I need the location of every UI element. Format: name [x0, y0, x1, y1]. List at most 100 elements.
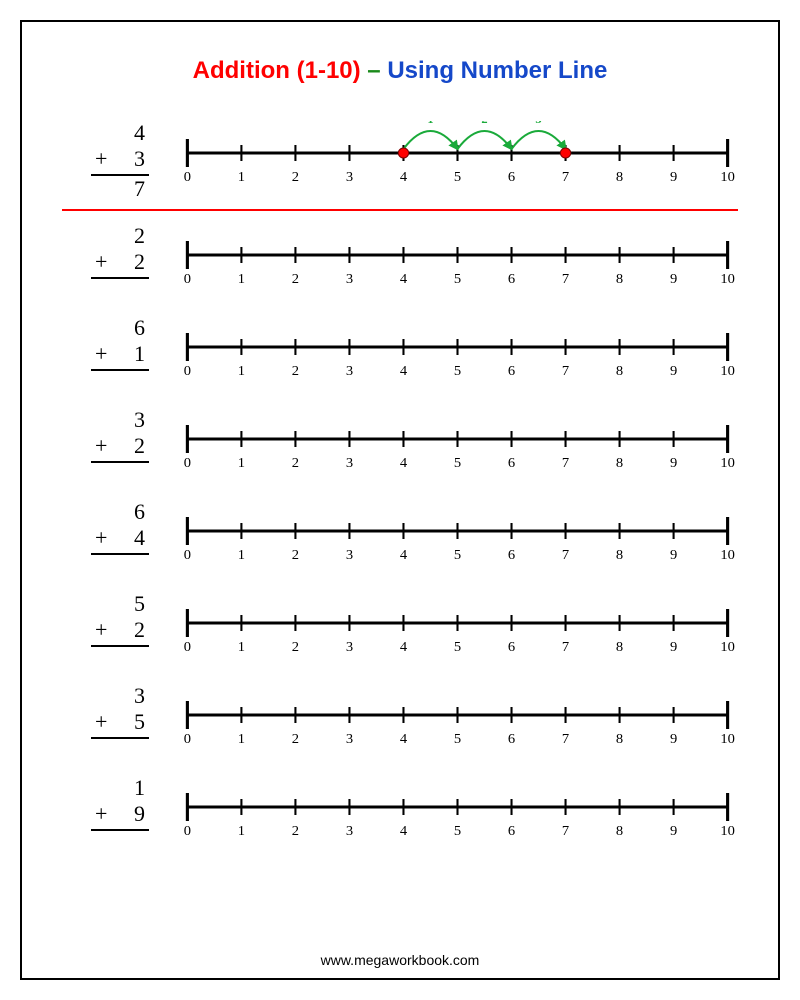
tick-label: 5	[454, 271, 461, 287]
tick-label: 0	[184, 731, 191, 747]
tick-label: 6	[508, 731, 515, 747]
problem-operand-b: 9	[134, 801, 145, 827]
problem-answer-blank[interactable]	[145, 739, 149, 763]
tick-label: 4	[400, 731, 407, 747]
tick-label: 1	[238, 731, 245, 747]
problem: 3 +5	[62, 683, 157, 763]
problem: 6 +4	[62, 499, 157, 579]
tick-label: 6	[508, 823, 515, 839]
problem-operand-a: 3	[134, 683, 149, 709]
tick-label: 1	[238, 547, 245, 563]
problem: 1+9	[62, 775, 157, 855]
hop-arc	[458, 131, 512, 149]
tick-label: 10	[720, 639, 735, 655]
problem-number-line[interactable]: 012345678910	[177, 407, 738, 487]
title-part2: Using Number Line	[387, 57, 607, 84]
tick-label: 0	[184, 639, 191, 655]
tick-label: 9	[670, 363, 677, 379]
tick-label: 2	[292, 547, 299, 563]
tick-label: 6	[508, 455, 515, 471]
problem-operand-a: 6	[134, 315, 149, 341]
tick-label: 2	[292, 639, 299, 655]
tick-label: 5	[454, 639, 461, 655]
tick-label: 6	[508, 271, 515, 287]
problem-operand-b: 2	[134, 249, 145, 275]
tick-label: 6	[508, 363, 515, 379]
tick-label: 1	[238, 455, 245, 471]
tick-label: 6	[508, 547, 515, 563]
problem-answer-blank[interactable]	[145, 463, 149, 487]
worksheet-page: Addition (1-10) – Using Number Line 4 + …	[20, 20, 780, 980]
tick-label: 2	[292, 169, 299, 185]
problem-number-line[interactable]: 012345678910	[177, 591, 738, 671]
tick-label: 7	[562, 271, 569, 287]
problem-operator: +	[95, 525, 107, 551]
tick-label: 2	[292, 823, 299, 839]
tick-label: 6	[508, 169, 515, 185]
hop-arc	[403, 131, 457, 149]
tick-label: 8	[616, 271, 623, 287]
example-operand-b: 3	[134, 146, 145, 172]
problem-operand-b: 5	[134, 709, 145, 735]
hop-label: 2	[481, 121, 487, 126]
title-part1: Addition (1-10)	[193, 57, 361, 84]
tick-label: 4	[400, 547, 407, 563]
tick-label: 9	[670, 823, 677, 839]
tick-label: 3	[346, 823, 353, 839]
problem-answer-blank[interactable]	[145, 831, 149, 855]
problem-number-line[interactable]: 012345678910	[177, 683, 738, 763]
tick-label: 8	[616, 363, 623, 379]
footer-text: www.megaworkbook.com	[22, 952, 778, 968]
problem-operator: +	[95, 249, 107, 275]
problem-operator: +	[95, 341, 107, 367]
tick-label: 8	[616, 823, 623, 839]
tick-label: 4	[400, 271, 407, 287]
tick-label: 10	[720, 169, 735, 185]
problem-number-line[interactable]: 012345678910	[177, 499, 738, 579]
tick-label: 10	[720, 271, 735, 287]
tick-label: 2	[292, 271, 299, 287]
problem-number-line[interactable]: 012345678910	[177, 775, 738, 855]
tick-label: 7	[562, 823, 569, 839]
tick-label: 7	[562, 731, 569, 747]
problem-operand-b: 4	[134, 525, 145, 551]
tick-label: 9	[670, 169, 677, 185]
tick-label: 7	[562, 639, 569, 655]
tick-label: 8	[616, 169, 623, 185]
hop-label: 1	[427, 121, 433, 126]
tick-label: 9	[670, 547, 677, 563]
tick-label: 2	[292, 731, 299, 747]
problem-number-line[interactable]: 012345678910	[177, 223, 738, 303]
tick-label: 4	[400, 823, 407, 839]
tick-label: 2	[292, 363, 299, 379]
problem: 5+2	[62, 591, 157, 671]
tick-label: 0	[184, 823, 191, 839]
tick-label: 5	[454, 169, 461, 185]
example-operator: +	[95, 146, 107, 172]
tick-label: 3	[346, 271, 353, 287]
example-row: 4 + 3 7 012345678910123	[62, 115, 738, 207]
tick-label: 1	[238, 363, 245, 379]
problem-answer-blank[interactable]	[145, 279, 149, 303]
problem-answer-blank[interactable]	[145, 555, 149, 579]
tick-label: 3	[346, 639, 353, 655]
problem-operator: +	[95, 433, 107, 459]
tick-label: 1	[238, 639, 245, 655]
tick-label: 6	[508, 639, 515, 655]
tick-label: 7	[562, 455, 569, 471]
problem-answer-blank[interactable]	[145, 371, 149, 395]
problem-operand-a: 6	[134, 499, 149, 525]
tick-label: 5	[454, 823, 461, 839]
problem-operator: +	[95, 709, 107, 735]
problem-number-line[interactable]: 012345678910	[177, 315, 738, 395]
tick-label: 5	[454, 731, 461, 747]
tick-label: 7	[562, 363, 569, 379]
problem-answer-blank[interactable]	[145, 647, 149, 671]
problem-operand-a: 5	[134, 591, 149, 617]
example-operand-a: 4	[134, 120, 149, 146]
tick-label: 4	[400, 455, 407, 471]
problem-operator: +	[95, 801, 107, 827]
problem-operand-a: 2	[134, 223, 149, 249]
tick-label: 7	[562, 169, 569, 185]
worksheet-title: Addition (1-10) – Using Number Line	[62, 57, 738, 85]
